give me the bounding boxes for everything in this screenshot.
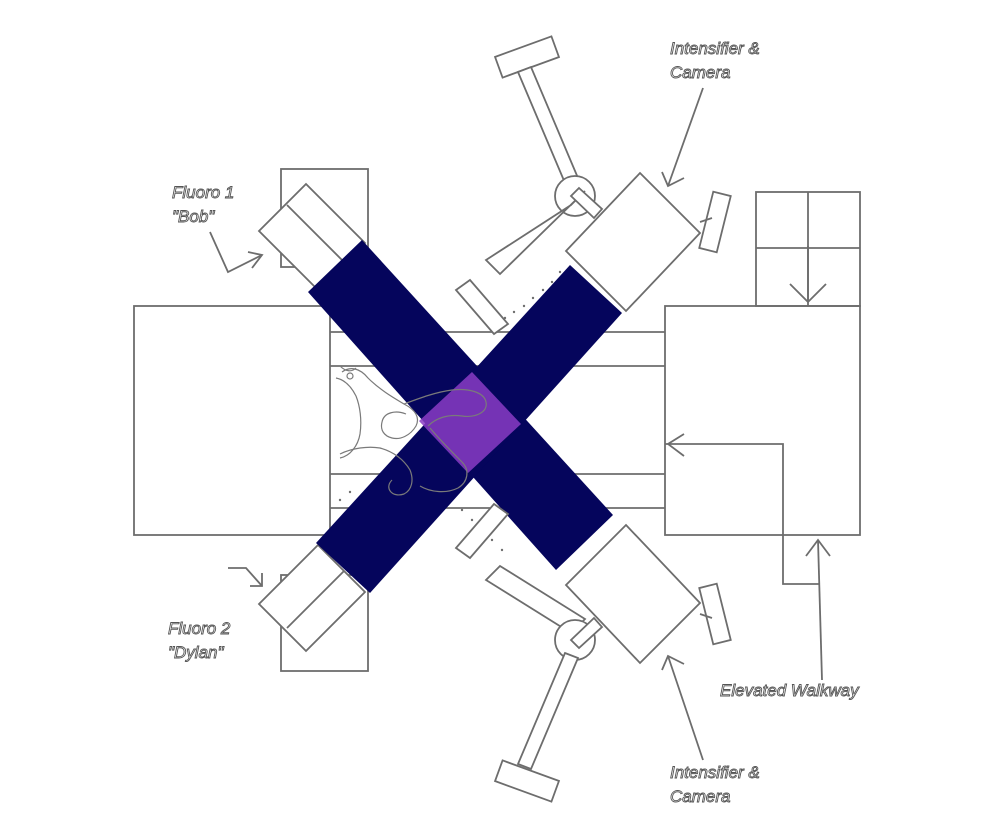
label-intensifier-top: Intensifier & Camera xyxy=(670,39,761,83)
label-intensifier-bottom-line1: Intensifier & xyxy=(670,763,760,782)
beam-overlap-volume xyxy=(419,372,521,473)
bird-subject xyxy=(335,365,487,496)
label-fluoro-2-nickname: "Dylan" xyxy=(168,643,224,662)
xray-beams xyxy=(308,240,622,593)
intensifier-camera-bottom xyxy=(454,502,732,803)
label-fluoro-1-title: Fluoro 1 xyxy=(172,183,234,202)
label-fluoro-2: Fluoro 2 "Dylan" xyxy=(168,619,232,663)
left-platform xyxy=(133,305,331,536)
label-elevated-walkway: Elevated Walkway xyxy=(720,681,860,700)
callout-arrows xyxy=(209,87,831,761)
label-fluoro-2-title: Fluoro 2 xyxy=(168,619,231,638)
label-intensifier-top-line1: Intensifier & xyxy=(670,39,760,58)
intensifier-camera-top xyxy=(454,35,732,336)
elevated-walkway xyxy=(664,191,861,585)
label-intensifier-bottom-line2: Camera xyxy=(670,787,730,806)
label-intensifier-top-line2: Camera xyxy=(670,63,730,82)
fluoro-2-source xyxy=(257,543,369,672)
label-intensifier-bottom: Intensifier & Camera xyxy=(670,763,761,807)
label-fluoro-1: Fluoro 1 "Bob" xyxy=(172,183,235,227)
label-fluoro-1-nickname: "Bob" xyxy=(172,207,215,226)
